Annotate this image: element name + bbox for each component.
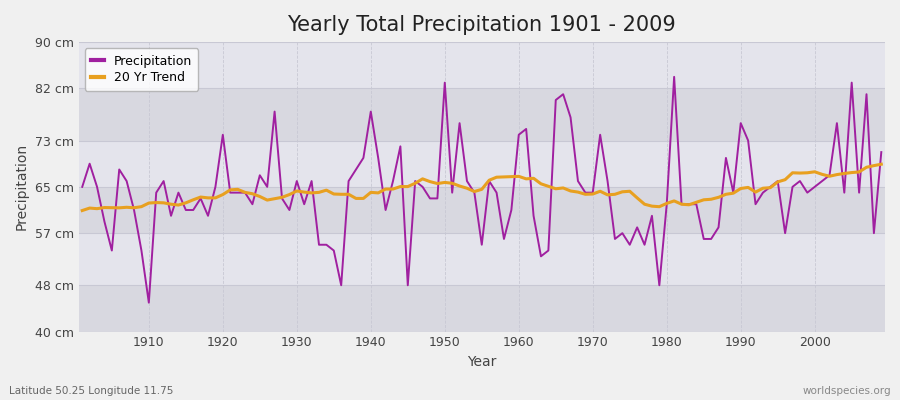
20 Yr Trend [513,174,524,179]
Precipitation [669,74,680,79]
Precipitation [609,236,620,241]
20 Yr Trend [343,192,354,197]
20 Yr Trend [76,208,87,213]
Legend: Precipitation, 20 Yr Trend: Precipitation, 20 Yr Trend [85,48,198,91]
Line: 20 Yr Trend: 20 Yr Trend [82,164,881,210]
Bar [78,233,885,285]
20 Yr Trend [506,174,517,179]
Bar [78,187,885,233]
Precipitation [351,167,362,172]
Bar [78,285,885,332]
Precipitation [876,150,886,154]
Precipitation [143,300,154,305]
Precipitation [513,132,524,137]
Text: worldspecies.org: worldspecies.org [803,386,891,396]
Precipitation [76,184,87,189]
X-axis label: Year: Year [467,355,497,369]
Line: Precipitation: Precipitation [82,77,881,303]
Precipitation [306,179,317,184]
Bar [78,88,885,140]
20 Yr Trend [602,192,613,197]
Bar [78,42,885,88]
Bar [78,140,885,187]
Text: Latitude 50.25 Longitude 11.75: Latitude 50.25 Longitude 11.75 [9,386,174,396]
20 Yr Trend [876,162,886,167]
Title: Yearly Total Precipitation 1901 - 2009: Yearly Total Precipitation 1901 - 2009 [287,15,676,35]
Y-axis label: Precipitation: Precipitation [15,143,29,230]
Precipitation [136,248,147,253]
Precipitation [521,126,532,131]
20 Yr Trend [136,204,147,209]
20 Yr Trend [299,190,310,194]
